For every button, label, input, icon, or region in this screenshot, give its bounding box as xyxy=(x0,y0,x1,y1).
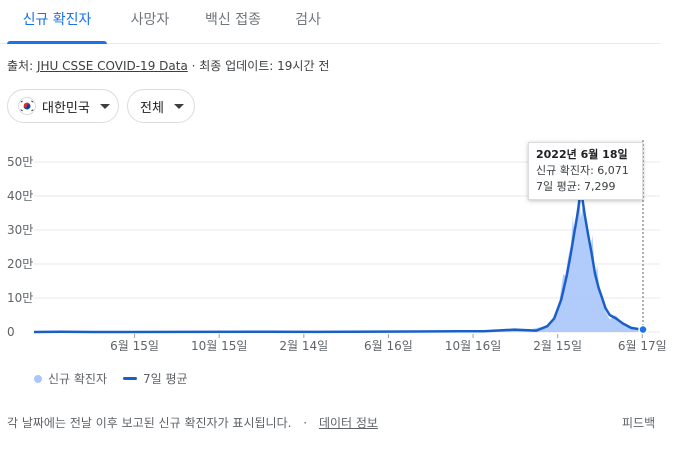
chart-legend: 신규 확진자 7일 평균 xyxy=(34,370,188,387)
legend-7day-average: 7일 평균 xyxy=(143,372,188,386)
region-label: 대한민국 xyxy=(42,100,90,116)
new-cases-area xyxy=(34,140,643,332)
last-updated: 최종 업데이트: 19시간 전 xyxy=(199,59,330,73)
new-cases-legend-dot xyxy=(34,374,42,383)
source-line: 출처: JHU CSSE COVID-19 Data · 최종 업데이트: 19… xyxy=(7,57,329,74)
tooltip-7day-average: 7일 평균: 7,299 xyxy=(536,180,616,193)
x-tick-label: 2월 14일 xyxy=(279,339,328,353)
tab-bar: 신규 확진자 사망자 백신 접종 검사 xyxy=(0,0,660,44)
tab-deaths[interactable]: 사망자 xyxy=(115,0,185,43)
tab-tests[interactable]: 검사 xyxy=(283,0,333,43)
korea-flag-icon xyxy=(18,97,36,115)
x-tick-label: 2월 15일 xyxy=(533,339,582,353)
y-tick-label: 50만 xyxy=(7,155,33,169)
hover-point xyxy=(638,324,648,335)
tab-deaths-label: 사망자 xyxy=(130,12,170,28)
data-info-link[interactable]: 데이터 정보 xyxy=(318,416,378,430)
chart-tooltip: 2022년 6월 18일 신규 확진자: 6,071 7일 평균: 7,299 xyxy=(528,142,643,200)
x-tick-label: 6월 17일 xyxy=(618,339,667,353)
avg-line xyxy=(33,194,644,334)
y-tick-label: 40만 xyxy=(7,189,33,203)
chart-series xyxy=(33,140,644,334)
tab-active-indicator xyxy=(7,41,107,44)
tab-new-cases-label: 신규 확진자 xyxy=(22,12,92,28)
x-axis-labels: 6월 15일 10월 15일 2월 14일 6월 16일 10월 16일 2월 15일 6월… xyxy=(110,334,667,353)
y-tick-label: 0 xyxy=(7,325,15,339)
y-tick-label: 30만 xyxy=(7,223,33,237)
source-link[interactable]: JHU CSSE COVID-19 Data xyxy=(36,59,188,73)
x-tick-label: 6월 16일 xyxy=(364,339,413,353)
x-tick-label: 10월 15일 xyxy=(191,339,247,353)
region-dropdown[interactable]: 대한민국 xyxy=(7,89,119,123)
tab-vaccinations-label: 백신 접종 xyxy=(205,12,261,28)
chart-marker xyxy=(638,140,648,335)
caret-down-icon xyxy=(99,103,110,109)
tab-tests-label: 검사 xyxy=(295,12,321,28)
tooltip-new-cases: 신규 확진자: 6,071 xyxy=(536,164,629,177)
y-tick-label: 20만 xyxy=(7,257,33,271)
period-dropdown[interactable]: 전체 xyxy=(127,89,195,123)
legend-new-cases: 신규 확진자 xyxy=(48,372,108,386)
source-separator: · xyxy=(187,59,200,73)
y-tick-label: 10만 xyxy=(7,291,33,305)
source-prefix: 출처: xyxy=(7,59,37,73)
tab-new-cases[interactable]: 신규 확진자 xyxy=(7,0,107,44)
caret-down-icon xyxy=(173,103,184,109)
avg-legend-line xyxy=(123,377,138,380)
x-tick-label: 10월 16일 xyxy=(445,339,501,353)
y-axis-labels: 0 10만 20만 30만 40만 50만 xyxy=(7,155,33,339)
footer-note: 각 날짜에는 전날 이후 보고된 신규 확진자가 표시됩니다. · 데이터 정보 xyxy=(7,414,378,431)
feedback-link[interactable]: 피드백 xyxy=(622,416,656,430)
period-label: 전체 xyxy=(140,100,164,116)
tooltip-date: 2022년 6월 18일 xyxy=(536,148,628,161)
footer-separator: · xyxy=(303,416,308,430)
x-tick-label: 6월 15일 xyxy=(110,339,159,353)
tab-vaccinations[interactable]: 백신 접종 xyxy=(191,0,275,43)
footer-text: 각 날짜에는 전날 이후 보고된 신규 확진자가 표시됩니다. xyxy=(7,416,292,430)
